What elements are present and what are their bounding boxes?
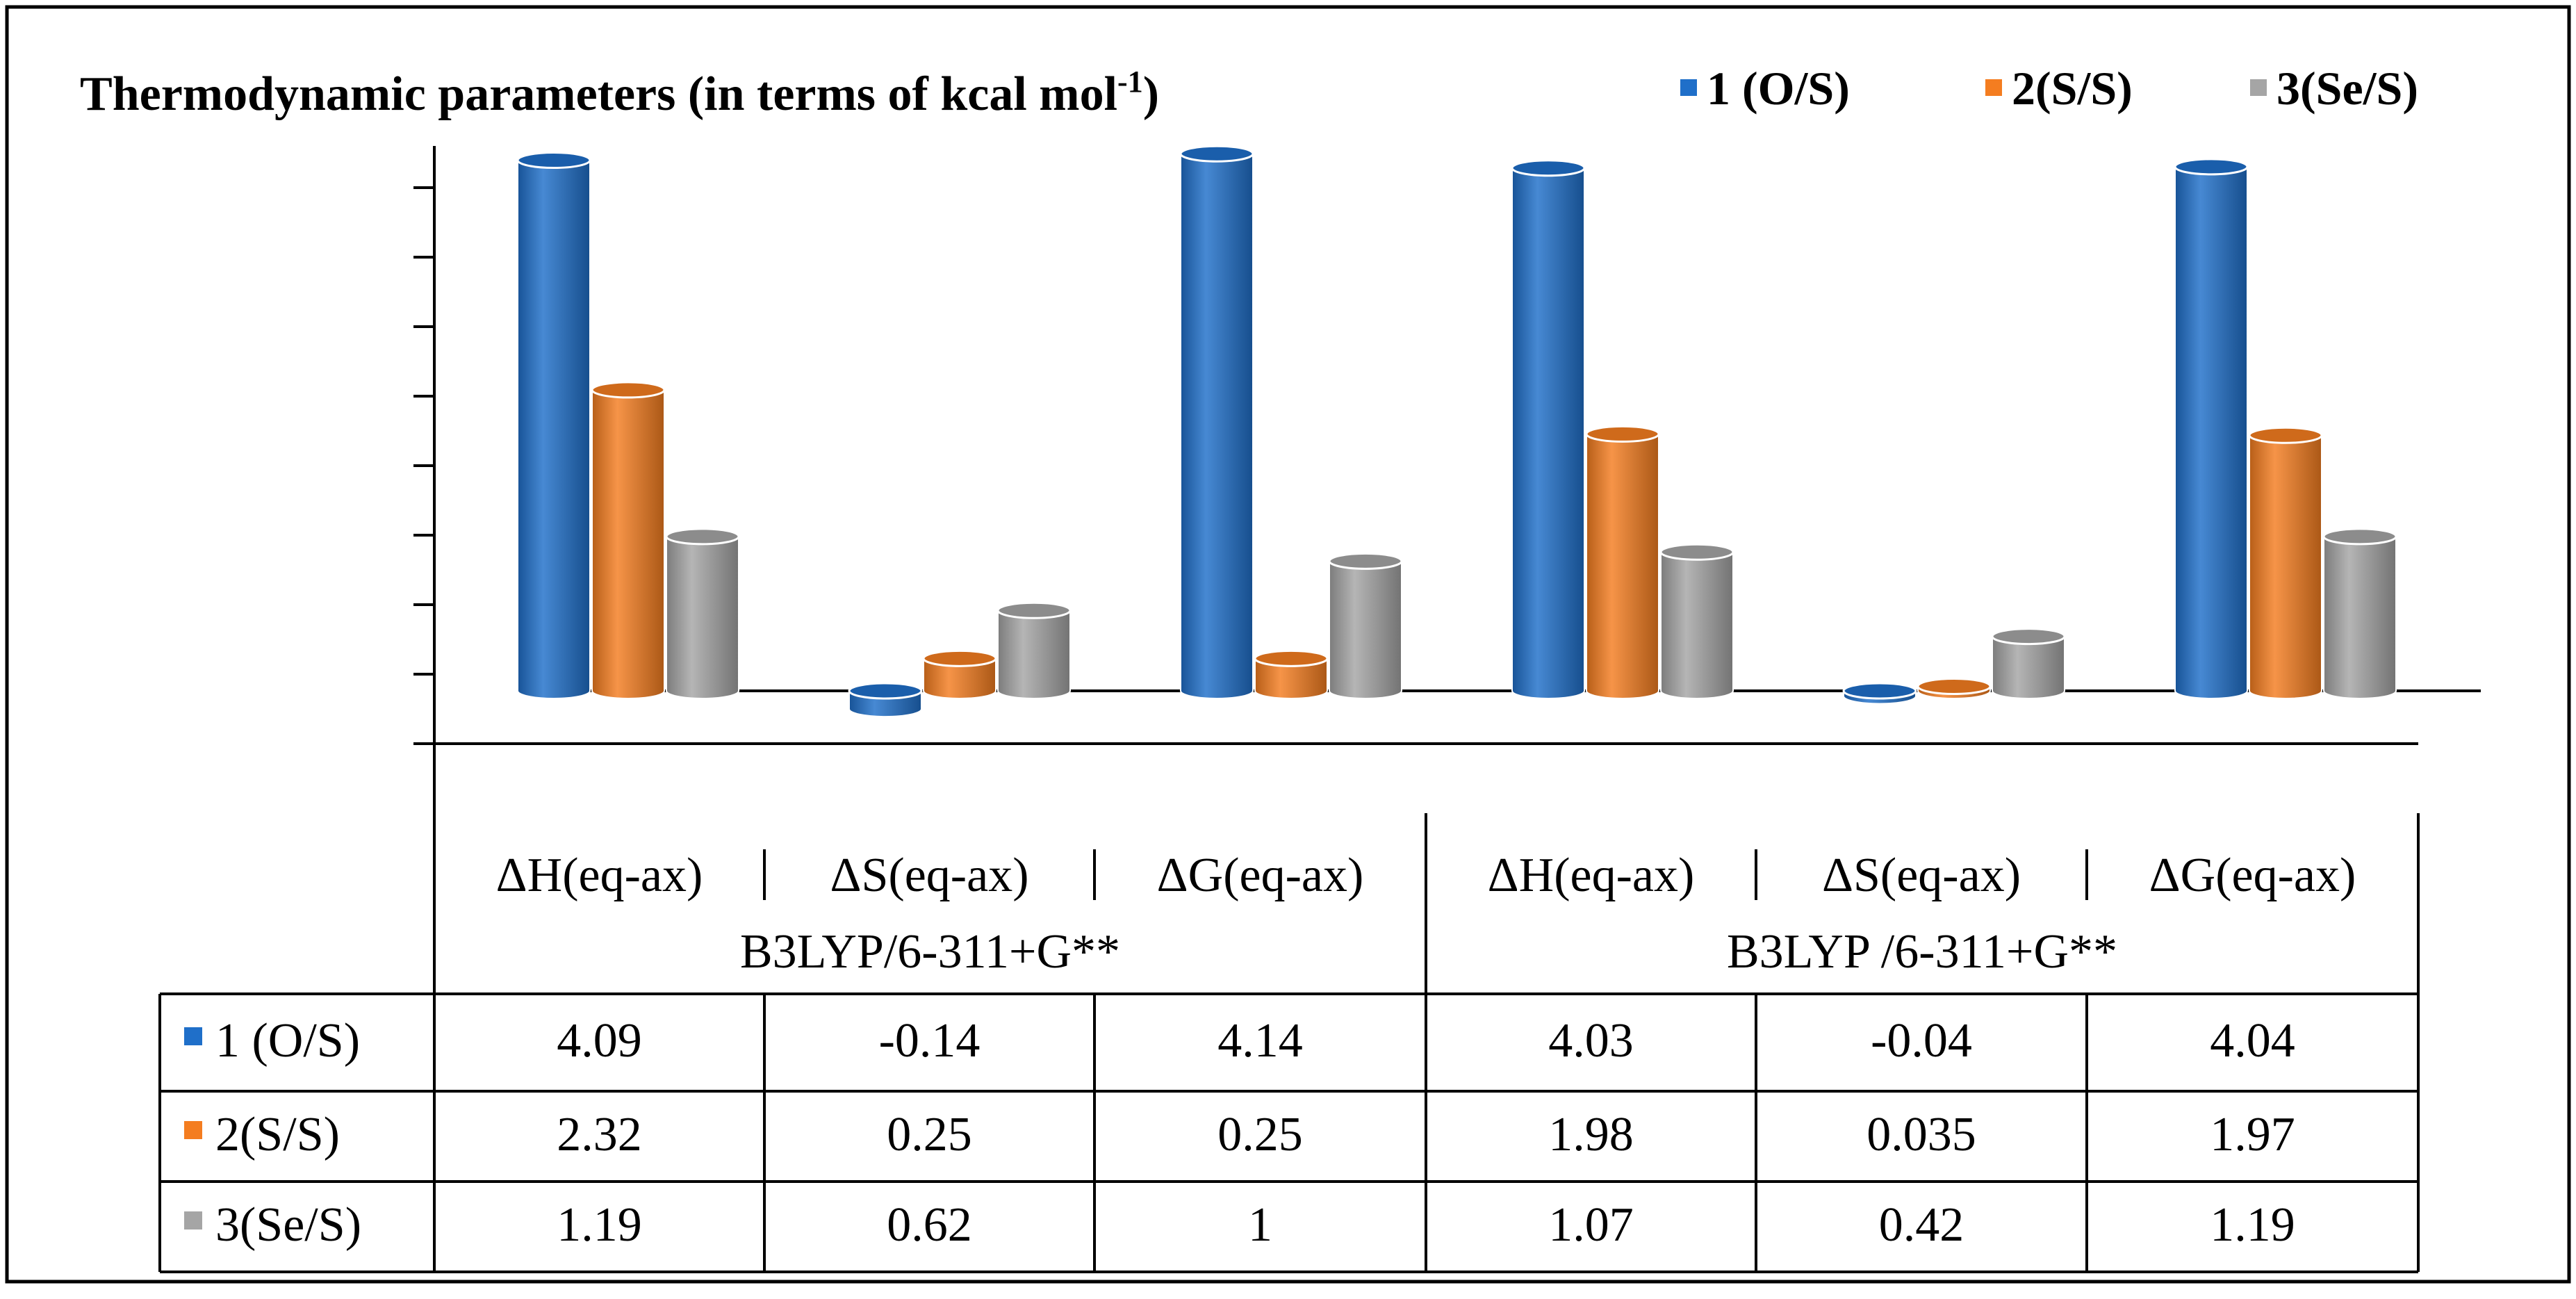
legend: 1 (O/S) 2(S/S) 3(Se/S) [1680, 62, 2418, 115]
data-label: 1 [1248, 1198, 1272, 1252]
group-label: B3LYP/6-311+G** [740, 925, 1120, 979]
bar-2-ΔG(eq-ax)-5 [2248, 426, 2323, 699]
row-swatch-1 [184, 1027, 202, 1045]
data-label: -0.04 [1871, 1014, 1972, 1068]
row-swatch-2 [184, 1121, 202, 1139]
row-swatch-3 [184, 1211, 202, 1229]
bar-3-ΔG(eq-ax)-2 [1328, 552, 1403, 699]
legend-swatch-3 [2250, 79, 2267, 96]
data-label: 0.62 [887, 1198, 972, 1252]
data-table: ΔH(eq-ax) ΔS(eq-ax) ΔG(eq-ax) ΔH(eq-ax) ΔS(e… [158, 813, 2420, 1273]
category-label: ΔS(eq-ax) [1822, 849, 2021, 902]
data-label: 0.42 [1879, 1198, 1964, 1252]
bar-3-ΔH(eq-ax)-3 [1659, 543, 1734, 699]
data-label: 1.07 [1548, 1198, 1634, 1252]
data-label: -0.14 [879, 1014, 981, 1068]
row-label: 1 (O/S) [215, 1014, 360, 1068]
category-label: ΔG(eq-ax) [2149, 849, 2356, 902]
bar-2-ΔS(eq-ax)-1 [922, 649, 997, 699]
bar-2-ΔG(eq-ax)-2 [1254, 649, 1329, 699]
data-label: 1.19 [557, 1198, 642, 1252]
bar-1-ΔS(eq-ax)-4 [1842, 682, 1917, 705]
data-label: 0.25 [887, 1108, 972, 1161]
bar-2-ΔS(eq-ax)-4 [1917, 677, 1992, 699]
data-label: 4.03 [1548, 1014, 1634, 1068]
legend-label-2: 2(S/S) [2012, 62, 2133, 115]
bar-3-ΔG(eq-ax)-5 [2322, 528, 2397, 699]
bar-1-ΔH(eq-ax)-3 [1511, 159, 1586, 699]
legend-swatch-1 [1680, 79, 1697, 96]
chart-title: Thermodynamic parameters (in terms of kc… [80, 65, 1159, 121]
data-label: 4.09 [557, 1014, 642, 1068]
bar-2-ΔH(eq-ax)-0 [591, 381, 666, 699]
legend-swatch-2 [1985, 79, 2002, 96]
bars [516, 145, 2397, 718]
row-label: 2(S/S) [215, 1108, 340, 1161]
bar-1-ΔS(eq-ax)-1 [848, 682, 923, 718]
category-label: ΔG(eq-ax) [1157, 849, 1364, 902]
bar-3-ΔS(eq-ax)-1 [996, 601, 1072, 699]
bar-2-ΔH(eq-ax)-3 [1585, 425, 1660, 699]
data-label: 1.98 [1548, 1108, 1634, 1161]
data-label: 1.97 [2210, 1108, 2295, 1161]
bar-1-ΔG(eq-ax)-2 [1179, 145, 1254, 699]
bar-3-ΔS(eq-ax)-4 [1991, 628, 2066, 699]
data-label: 2.32 [557, 1108, 642, 1161]
row-label: 3(Se/S) [215, 1198, 361, 1252]
category-label: ΔS(eq-ax) [830, 849, 1028, 902]
category-label: ΔH(eq-ax) [496, 849, 703, 902]
bar-1-ΔH(eq-ax)-0 [516, 152, 591, 699]
data-label: 4.14 [1217, 1014, 1303, 1068]
bar-3-ΔH(eq-ax)-0 [665, 528, 740, 699]
legend-label-3: 3(Se/S) [2276, 62, 2418, 115]
data-label: 0.035 [1867, 1108, 1976, 1161]
data-label: 1.19 [2210, 1198, 2295, 1252]
legend-label-1: 1 (O/S) [1707, 62, 1850, 115]
group-label: B3LYP /6-311+G** [1727, 925, 2117, 979]
data-label: 4.04 [2210, 1014, 2295, 1068]
y-axis [413, 146, 2481, 813]
category-label: ΔH(eq-ax) [1488, 849, 1695, 902]
data-label: 0.25 [1217, 1108, 1303, 1161]
bar-1-ΔG(eq-ax)-5 [2174, 158, 2249, 699]
